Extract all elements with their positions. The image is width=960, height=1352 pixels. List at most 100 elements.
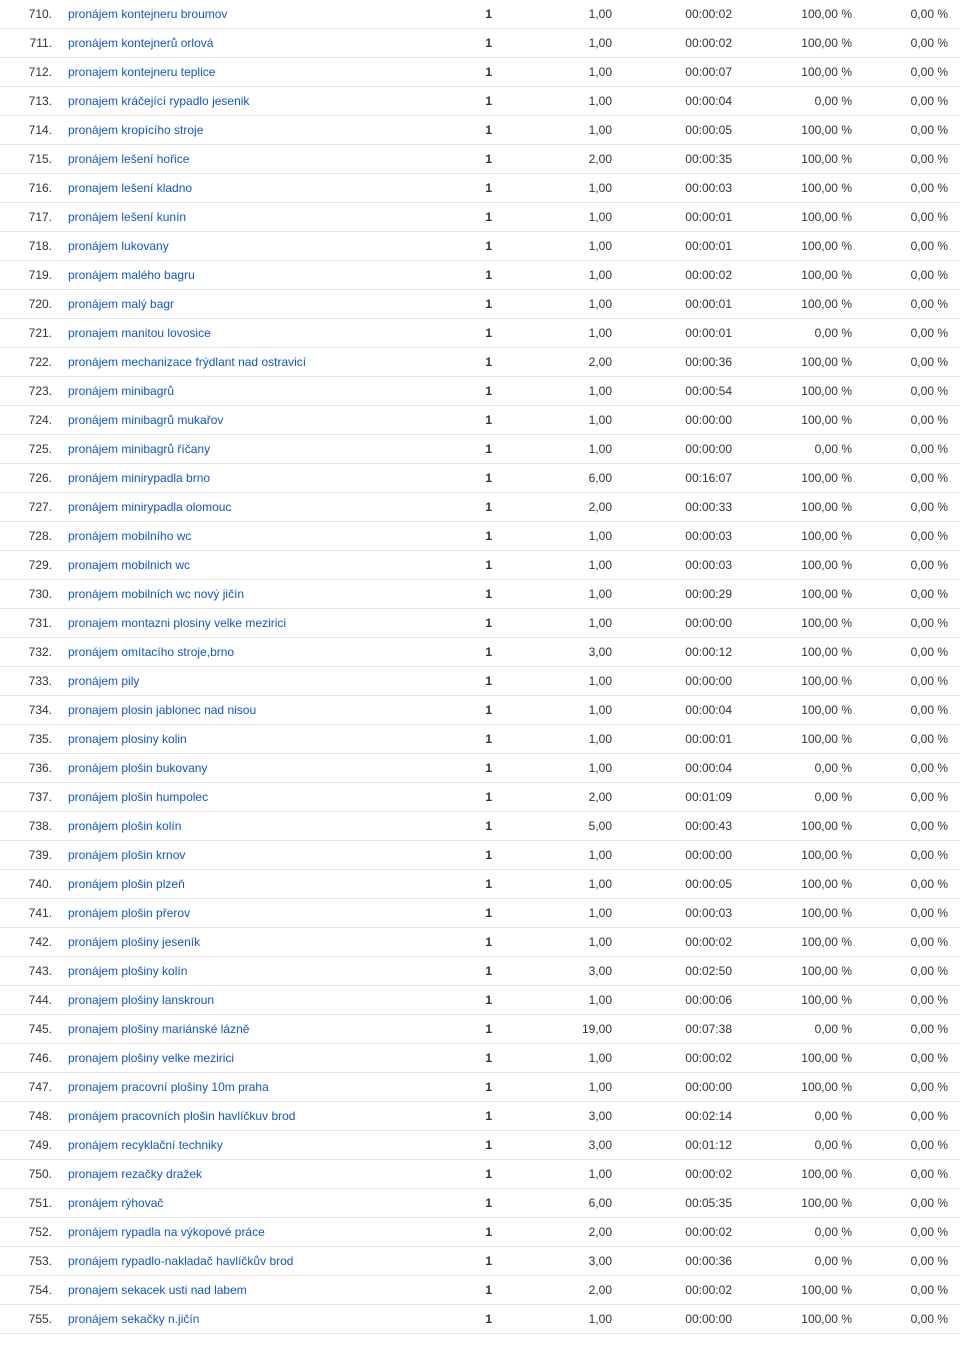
bounce-rate-cell: 0,00 % <box>740 1138 860 1152</box>
pages-per-session-cell: 2,00 <box>500 1283 620 1297</box>
keyword-cell: pronájem mechanizace frýdlant nad ostrav… <box>60 355 410 369</box>
keyword-link[interactable]: pronájem minirypadla brno <box>68 471 210 485</box>
keyword-link[interactable]: pronájem minirypadla olomouc <box>68 500 231 514</box>
table-row: 755.pronájem sekačky n.jičín11,0000:00:0… <box>0 1305 960 1334</box>
row-index: 742. <box>0 935 60 949</box>
table-row: 723.pronájem minibagrů11,0000:00:54100,0… <box>0 377 960 406</box>
pages-per-session-cell: 1,00 <box>500 761 620 775</box>
avg-duration-cell: 00:00:03 <box>620 529 740 543</box>
keyword-link[interactable]: pronájem rýhovač <box>68 1196 163 1210</box>
keyword-link[interactable]: pronájem plošin přerov <box>68 906 190 920</box>
keyword-link[interactable]: pronájem minibagrů mukařov <box>68 413 223 427</box>
keyword-cell: pronajem mobilnich wc <box>60 558 410 572</box>
keyword-link[interactable]: pronajem manitou lovosice <box>68 326 211 340</box>
visits-cell: 1 <box>410 7 500 21</box>
keyword-link[interactable]: pronájem kontejneru broumov <box>68 7 227 21</box>
bounce-rate-cell: 100,00 % <box>740 123 860 137</box>
visits-cell: 1 <box>410 790 500 804</box>
keyword-cell: pronájem plošin kolín <box>60 819 410 833</box>
visits-cell: 1 <box>410 587 500 601</box>
keyword-link[interactable]: pronajem rezačky dražek <box>68 1167 202 1181</box>
conversion-rate-cell: 0,00 % <box>860 558 960 572</box>
keyword-link[interactable]: pronájem plošin kolín <box>68 819 181 833</box>
keyword-link[interactable]: pronájem lešení kunín <box>68 210 186 224</box>
keyword-link[interactable]: pronájem plošin krnov <box>68 848 185 862</box>
keyword-link[interactable]: pronajem plošiny mariánské lázně <box>68 1022 249 1036</box>
keyword-link[interactable]: pronajem pracovní plošiny 10m praha <box>68 1080 269 1094</box>
keyword-link[interactable]: pronajem lešení kladno <box>68 181 192 195</box>
avg-duration-cell: 00:00:06 <box>620 993 740 1007</box>
keyword-link[interactable]: pronajem sekacek usti nad labem <box>68 1283 247 1297</box>
keyword-link[interactable]: pronájem kontejnerů orlová <box>68 36 213 50</box>
keyword-link[interactable]: pronájem minibagrů <box>68 384 174 398</box>
keyword-link[interactable]: pronájem recyklační techniky <box>68 1138 223 1152</box>
keyword-link[interactable]: pronájem lešení hořice <box>68 152 189 166</box>
keyword-link[interactable]: pronajem kontejneru teplice <box>68 65 215 79</box>
keyword-link[interactable]: pronájem minibagrů říčany <box>68 442 210 456</box>
keyword-link[interactable]: pronájem mobilních wc nový jičín <box>68 587 244 601</box>
keyword-link[interactable]: pronájem plošin bukovany <box>68 761 207 775</box>
keyword-link[interactable]: pronájem lukovany <box>68 239 169 253</box>
visits-cell: 1 <box>410 645 500 659</box>
keyword-link[interactable]: pronajem mobilnich wc <box>68 558 190 572</box>
table-row: 742.pronájem plošiny jeseník11,0000:00:0… <box>0 928 960 957</box>
row-index: 716. <box>0 181 60 195</box>
keyword-link[interactable]: pronájem malý bagr <box>68 297 174 311</box>
conversion-rate-cell: 0,00 % <box>860 1196 960 1210</box>
conversion-rate-cell: 0,00 % <box>860 1109 960 1123</box>
pages-per-session-cell: 1,00 <box>500 906 620 920</box>
keyword-link[interactable]: pronájem malého bagru <box>68 268 195 282</box>
keyword-link[interactable]: pronajem plošiny lanskroun <box>68 993 214 1007</box>
table-row: 735.pronajem plosiny kolin11,0000:00:011… <box>0 725 960 754</box>
keyword-link[interactable]: pronájem sekačky n.jičín <box>68 1312 199 1326</box>
visits-cell: 1 <box>410 993 500 1007</box>
keyword-cell: pronájem plošin bukovany <box>60 761 410 775</box>
bounce-rate-cell: 100,00 % <box>740 1051 860 1065</box>
pages-per-session-cell: 6,00 <box>500 1196 620 1210</box>
keyword-link[interactable]: pronajem plosin jablonec nad nisou <box>68 703 256 717</box>
avg-duration-cell: 00:01:12 <box>620 1138 740 1152</box>
row-index: 717. <box>0 210 60 224</box>
avg-duration-cell: 00:00:02 <box>620 268 740 282</box>
bounce-rate-cell: 100,00 % <box>740 848 860 862</box>
keyword-link[interactable]: pronájem plošiny jeseník <box>68 935 200 949</box>
visits-cell: 1 <box>410 1283 500 1297</box>
keyword-link[interactable]: pronájem plošin humpolec <box>68 790 208 804</box>
visits-cell: 1 <box>410 152 500 166</box>
conversion-rate-cell: 0,00 % <box>860 587 960 601</box>
table-row: 753.pronájem rypadlo-nakladač havlíčkův … <box>0 1247 960 1276</box>
table-row: 739.pronájem plošin krnov11,0000:00:0010… <box>0 841 960 870</box>
keyword-link[interactable]: pronájem pracovních plošin havlíčkuv bro… <box>68 1109 295 1123</box>
keyword-link[interactable]: pronájem omítacího stroje,brno <box>68 645 234 659</box>
keyword-link[interactable]: pronájem mechanizace frýdlant nad ostrav… <box>68 355 306 369</box>
keyword-cell: pronajem kontejneru teplice <box>60 65 410 79</box>
row-index: 745. <box>0 1022 60 1036</box>
keyword-cell: pronájem lukovany <box>60 239 410 253</box>
avg-duration-cell: 00:00:02 <box>620 935 740 949</box>
visits-cell: 1 <box>410 848 500 862</box>
keyword-link[interactable]: pronájem rypadla na výkopové práce <box>68 1225 265 1239</box>
keyword-link[interactable]: pronájem plošin plzeň <box>68 877 185 891</box>
keyword-link[interactable]: pronájem pily <box>68 674 139 688</box>
visits-cell: 1 <box>410 1196 500 1210</box>
avg-duration-cell: 00:00:00 <box>620 674 740 688</box>
conversion-rate-cell: 0,00 % <box>860 36 960 50</box>
conversion-rate-cell: 0,00 % <box>860 384 960 398</box>
keyword-link[interactable]: pronájem plošiny kolín <box>68 964 187 978</box>
keyword-link[interactable]: pronajem plošiny velke mezirici <box>68 1051 234 1065</box>
bounce-rate-cell: 100,00 % <box>740 471 860 485</box>
keyword-link[interactable]: pronajem montazni plosiny velke mezirici <box>68 616 286 630</box>
keyword-link[interactable]: pronajem kráčející rypadlo jesenik <box>68 94 249 108</box>
table-row: 727.pronájem minirypadla olomouc12,0000:… <box>0 493 960 522</box>
bounce-rate-cell: 100,00 % <box>740 1312 860 1326</box>
table-row: 714.pronájem kropícího stroje11,0000:00:… <box>0 116 960 145</box>
conversion-rate-cell: 0,00 % <box>860 94 960 108</box>
keyword-link[interactable]: pronájem rypadlo-nakladač havlíčkův brod <box>68 1254 293 1268</box>
row-index: 749. <box>0 1138 60 1152</box>
keyword-link[interactable]: pronájem kropícího stroje <box>68 123 203 137</box>
keyword-link[interactable]: pronajem plosiny kolin <box>68 732 187 746</box>
table-row: 711.pronájem kontejnerů orlová11,0000:00… <box>0 29 960 58</box>
keyword-link[interactable]: pronájem mobilního wc <box>68 529 191 543</box>
keyword-cell: pronájem minirypadla olomouc <box>60 500 410 514</box>
avg-duration-cell: 00:00:04 <box>620 703 740 717</box>
